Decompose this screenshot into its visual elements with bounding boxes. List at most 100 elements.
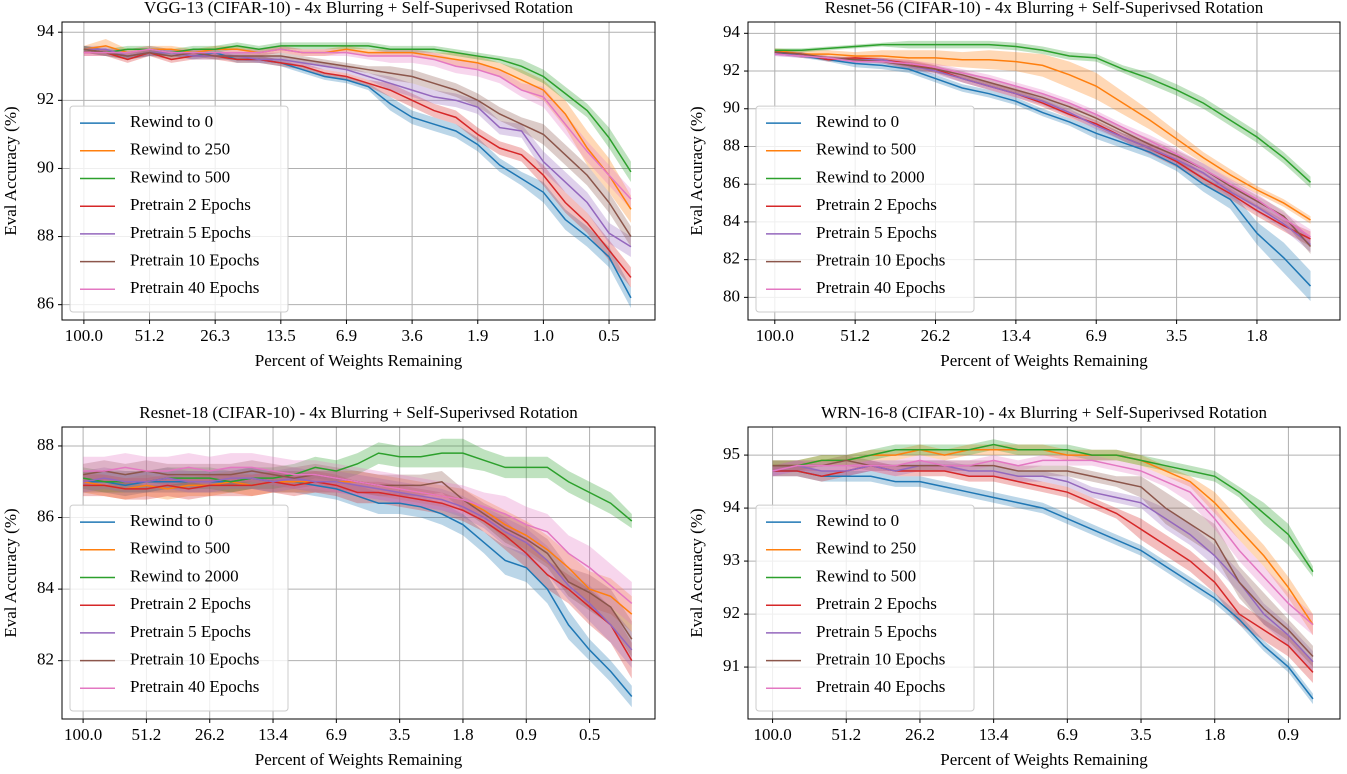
series-line <box>83 51 632 278</box>
x-tick-label: 13.4 <box>1001 326 1031 345</box>
y-tick-label: 80 <box>723 286 740 305</box>
y-tick-label: 95 <box>723 444 740 463</box>
y-tick-label: 92 <box>723 60 740 79</box>
x-axis-label: Percent of Weights Remaining <box>255 351 463 370</box>
legend-label: Rewind to 250 <box>816 539 916 558</box>
series-line <box>774 51 1312 247</box>
x-tick-label: 100.0 <box>64 725 102 744</box>
legend-box <box>69 105 289 313</box>
y-tick-label: 90 <box>723 98 740 117</box>
x-tick-label: 100.0 <box>756 326 794 345</box>
y-tick-label: 92 <box>37 89 54 108</box>
legend-label: Rewind to 500 <box>130 167 230 186</box>
subplot: WRN-16-8 (CIFAR-10) - 4x Blurring + Self… <box>687 403 1341 769</box>
legend-label: Pretrain 40 Epochs <box>130 278 259 297</box>
legend-label: Pretrain 40 Epochs <box>130 677 259 696</box>
legend-label: Pretrain 40 Epochs <box>816 677 945 696</box>
x-tick-label: 1.8 <box>1246 326 1267 345</box>
y-tick-label: 94 <box>723 22 741 41</box>
legend-label: Pretrain 2 Epochs <box>130 195 251 214</box>
y-axis-label: Eval Accuracy (%) <box>687 106 706 235</box>
legend-box <box>69 504 289 712</box>
legend-label: Rewind to 500 <box>816 566 916 585</box>
x-tick-label: 51.2 <box>132 725 162 744</box>
x-tick-label: 1.9 <box>467 326 488 345</box>
y-tick-label: 86 <box>37 506 54 525</box>
series-line <box>774 43 1312 183</box>
y-tick-label: 84 <box>37 578 55 597</box>
error-band <box>83 471 632 679</box>
x-axis-label: Percent of Weights Remaining <box>255 750 463 769</box>
y-tick-label: 86 <box>37 294 54 313</box>
series-line <box>82 452 633 522</box>
chart-title: WRN-16-8 (CIFAR-10) - 4x Blurring + Self… <box>821 403 1268 422</box>
error-band <box>83 453 632 625</box>
legend-label: Pretrain 2 Epochs <box>816 195 937 214</box>
x-tick-label: 26.2 <box>921 326 951 345</box>
legend-label: Rewind to 0 <box>816 511 899 530</box>
x-tick-label: 100.0 <box>753 725 791 744</box>
error-band <box>772 465 1313 705</box>
error-band <box>772 444 1313 636</box>
x-tick-label: 26.2 <box>195 725 225 744</box>
x-tick-label: 3.5 <box>389 725 410 744</box>
legend-label: Pretrain 10 Epochs <box>816 251 945 270</box>
x-tick-label: 1.8 <box>1204 725 1225 744</box>
x-tick-label: 3.5 <box>1166 326 1187 345</box>
x-tick-label: 13.4 <box>979 725 1009 744</box>
series-line <box>83 480 633 662</box>
legend-label: Rewind to 0 <box>130 112 213 131</box>
x-tick-label: 6.9 <box>1086 326 1107 345</box>
error-band <box>83 460 632 658</box>
x-tick-label: 13.4 <box>258 725 288 744</box>
legend-box <box>755 105 975 313</box>
plot-frame <box>747 426 1341 720</box>
x-tick-label: 26.3 <box>200 326 230 345</box>
legend-label: Rewind to 500 <box>816 140 916 159</box>
series-line <box>772 459 1314 657</box>
chart-title: VGG-13 (CIFAR-10) - 4x Blurring + Self-S… <box>144 0 574 17</box>
x-axis-label: Percent of Weights Remaining <box>940 750 1148 769</box>
subplot: Resnet-18 (CIFAR-10) - 4x Blurring + Sel… <box>1 403 656 769</box>
legend-label: Pretrain 5 Epochs <box>130 622 251 641</box>
legend-label: Pretrain 10 Epochs <box>816 650 945 669</box>
series-line <box>774 49 1311 221</box>
legend-label: Rewind to 2000 <box>130 566 239 585</box>
x-tick-label: 51.2 <box>831 725 861 744</box>
series-line <box>774 51 1311 240</box>
error-band <box>83 45 631 309</box>
x-tick-label: 6.9 <box>1057 725 1078 744</box>
y-tick-label: 84 <box>723 211 741 230</box>
error-band <box>772 455 1313 668</box>
y-tick-label: 92 <box>723 603 740 622</box>
error-band <box>83 467 632 708</box>
x-tick-label: 13.5 <box>266 326 296 345</box>
legend-label: Rewind to 0 <box>130 511 213 530</box>
legend-label: Rewind to 250 <box>130 140 230 159</box>
y-tick-label: 88 <box>37 225 54 244</box>
subplot: VGG-13 (CIFAR-10) - 4x Blurring + Self-S… <box>1 0 656 370</box>
legend-label: Pretrain 2 Epochs <box>816 594 937 613</box>
series-line <box>83 48 632 200</box>
error-band <box>774 52 1311 245</box>
legend-box <box>755 504 975 712</box>
x-tick-label: 1.0 <box>533 326 554 345</box>
y-tick-label: 88 <box>723 135 740 154</box>
legend-label: Pretrain 5 Epochs <box>816 622 937 641</box>
y-axis-label: Eval Accuracy (%) <box>687 508 706 637</box>
error-band <box>772 460 1313 683</box>
x-tick-label: 100.0 <box>65 326 103 345</box>
chart-title: Resnet-56 (CIFAR-10) - 4x Blurring + Sel… <box>825 0 1264 17</box>
error-band <box>83 471 632 633</box>
y-axis-label: Eval Accuracy (%) <box>1 106 20 235</box>
x-tick-label: 0.9 <box>516 725 537 744</box>
x-tick-label: 6.9 <box>336 326 357 345</box>
x-tick-label: 3.5 <box>1130 725 1151 744</box>
x-tick-label: 3.6 <box>401 326 422 345</box>
plot-frame <box>61 426 656 720</box>
legend-label: Pretrain 5 Epochs <box>130 223 251 242</box>
legend-label: Rewind to 0 <box>816 112 899 131</box>
x-tick-label: 0.5 <box>598 326 619 345</box>
